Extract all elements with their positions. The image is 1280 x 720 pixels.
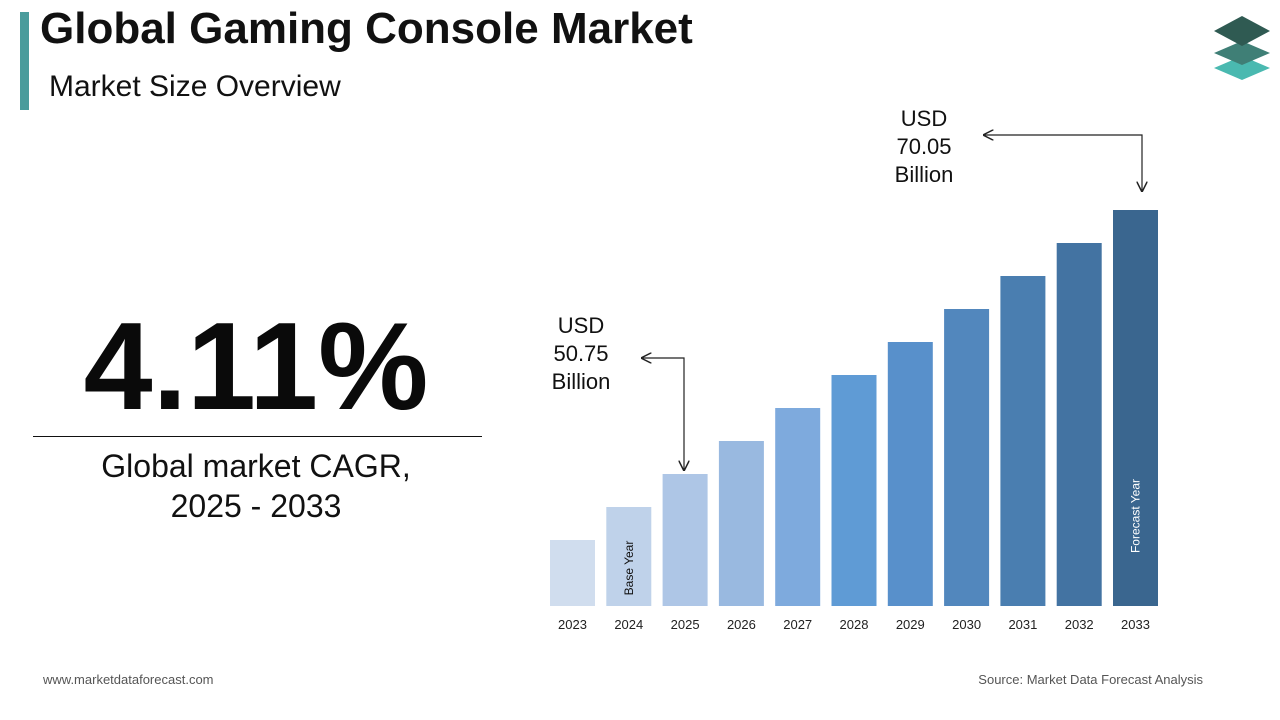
page-subtitle: Market Size Overview (49, 70, 341, 103)
bars-group (550, 210, 1158, 606)
bar-2029 (887, 342, 933, 606)
x-tick-2031: 2031 (1008, 617, 1037, 632)
x-tick-2032: 2032 (1065, 617, 1094, 632)
forecast-annotation-line3: Billion (894, 162, 954, 187)
bar-2028 (831, 375, 877, 606)
website-footer: www.marketdataforecast.com (43, 672, 214, 687)
cagr-label-line2: 2025 - 2033 (170, 488, 342, 524)
forecast-annotation-arrow (984, 135, 1142, 191)
cagr-divider (33, 436, 482, 437)
forecast-year-label: Forecast Year (1129, 479, 1143, 553)
x-tick-2025: 2025 (671, 617, 700, 632)
bar-2025 (662, 474, 708, 606)
x-tick-2023: 2023 (558, 617, 587, 632)
x-tick-2028: 2028 (840, 617, 869, 632)
cagr-label-line1: Global market CAGR, (101, 448, 411, 484)
bar-2024 (606, 507, 652, 606)
layers-logo-icon (1214, 16, 1270, 80)
bar-2030 (944, 309, 990, 606)
x-tick-2026: 2026 (727, 617, 756, 632)
base-annotation-line3: Billion (551, 369, 611, 394)
forecast-value-annotation: USD 70.05 Billion (864, 105, 984, 189)
bar-labels: Base Year Forecast Year (622, 479, 1143, 595)
cagr-value: 4.11% (83, 298, 429, 436)
bar-2031 (1000, 276, 1046, 606)
cagr-label: Global market CAGR, 2025 - 2033 (30, 446, 482, 526)
bar-2033 (1113, 210, 1158, 606)
bar-2026 (718, 441, 764, 606)
base-annotation-line2: 50.75 (553, 341, 609, 366)
forecast-annotation-line1: USD (900, 106, 948, 131)
base-annotation-arrow (642, 358, 684, 470)
x-tick-2030: 2030 (952, 617, 981, 632)
source-footer: Source: Market Data Forecast Analysis (978, 672, 1203, 687)
x-tick-2033: 2033 (1121, 617, 1150, 632)
title-accent-bar (20, 12, 29, 110)
x-axis-ticks: 2023 2024 2025 2026 2027 2028 2029 2030 2031 2032… (558, 617, 1150, 632)
x-tick-2024: 2024 (614, 617, 643, 632)
page-title: Global Gaming Console Market (40, 4, 693, 53)
bar-2027 (775, 408, 821, 606)
x-tick-2027: 2027 (783, 617, 812, 632)
base-year-label: Base Year (622, 541, 636, 596)
bar-2023 (550, 540, 595, 606)
base-value-annotation: USD 50.75 Billion (521, 312, 641, 396)
base-annotation-line1: USD (557, 313, 605, 338)
x-tick-2029: 2029 (896, 617, 925, 632)
bar-2032 (1056, 243, 1102, 606)
forecast-annotation-line2: 70.05 (896, 134, 952, 159)
